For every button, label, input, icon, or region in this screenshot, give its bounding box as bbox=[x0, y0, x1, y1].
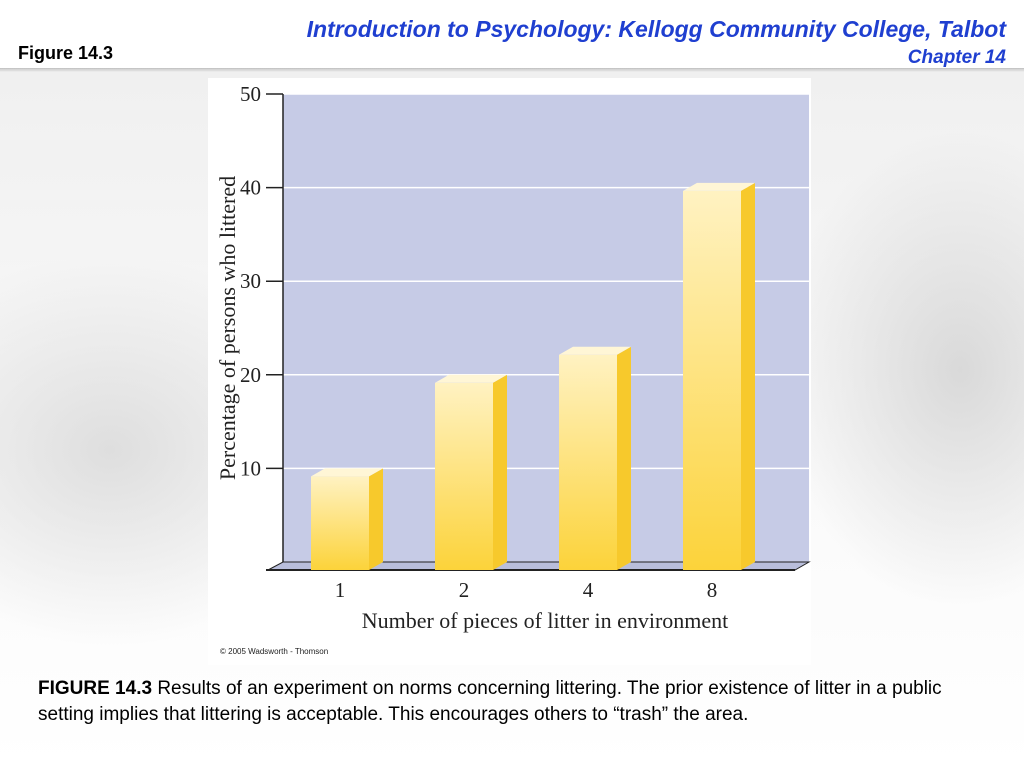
bar-side-4 bbox=[617, 346, 631, 570]
bar-top-1 bbox=[311, 468, 383, 477]
chapter-label: Chapter 14 bbox=[907, 47, 1006, 68]
bar-8 bbox=[683, 182, 755, 571]
y-tick-label-50: 50 bbox=[240, 82, 261, 106]
bar-side-8 bbox=[741, 182, 755, 571]
bar-front-2 bbox=[435, 382, 493, 570]
copyright-notice: © 2005 Wadsworth - Thomson bbox=[220, 647, 329, 656]
x-tick-label-2: 2 bbox=[459, 578, 470, 602]
x-tick-label-8: 8 bbox=[707, 578, 718, 602]
bar-4 bbox=[559, 346, 631, 570]
x-axis-title: Number of pieces of litter in environmen… bbox=[362, 608, 729, 633]
bar-top-8 bbox=[683, 182, 755, 191]
caption-heading: FIGURE 14.3 bbox=[38, 678, 153, 699]
header-divider bbox=[0, 68, 1024, 72]
bar-front-8 bbox=[683, 190, 741, 571]
bar-2 bbox=[435, 374, 507, 570]
bar-top-4 bbox=[559, 346, 631, 355]
course-title: Introduction to Psychology: Kellogg Comm… bbox=[306, 16, 1006, 42]
figure-label: Figure 14.3 bbox=[18, 43, 114, 63]
bar-top-2 bbox=[435, 374, 507, 383]
bar-front-1 bbox=[311, 476, 369, 570]
bar-front-4 bbox=[559, 354, 617, 570]
x-tick-label-4: 4 bbox=[583, 578, 594, 602]
y-tick-label-40: 40 bbox=[240, 176, 261, 200]
bar-chart: 10 20 30 40 50 1 2 4 8 Number of pieces of litter… bbox=[215, 82, 811, 633]
chart-panel: 10 20 30 40 50 1 2 4 8 Number of pieces of litter… bbox=[208, 78, 811, 665]
y-tick-label-20: 20 bbox=[240, 363, 261, 387]
caption-text: Results of an experiment on norms concer… bbox=[38, 678, 942, 725]
y-axis-title: Percentage of persons who littered bbox=[215, 176, 240, 480]
x-tick-label-1: 1 bbox=[335, 578, 346, 602]
bar-side-1 bbox=[369, 468, 383, 570]
figure-caption: FIGURE 14.3 Results of an experiment on … bbox=[38, 676, 988, 728]
bar-side-2 bbox=[493, 374, 507, 570]
y-tick-label-30: 30 bbox=[240, 269, 261, 293]
y-tick-label-10: 10 bbox=[240, 456, 261, 480]
bar-1 bbox=[311, 468, 383, 570]
